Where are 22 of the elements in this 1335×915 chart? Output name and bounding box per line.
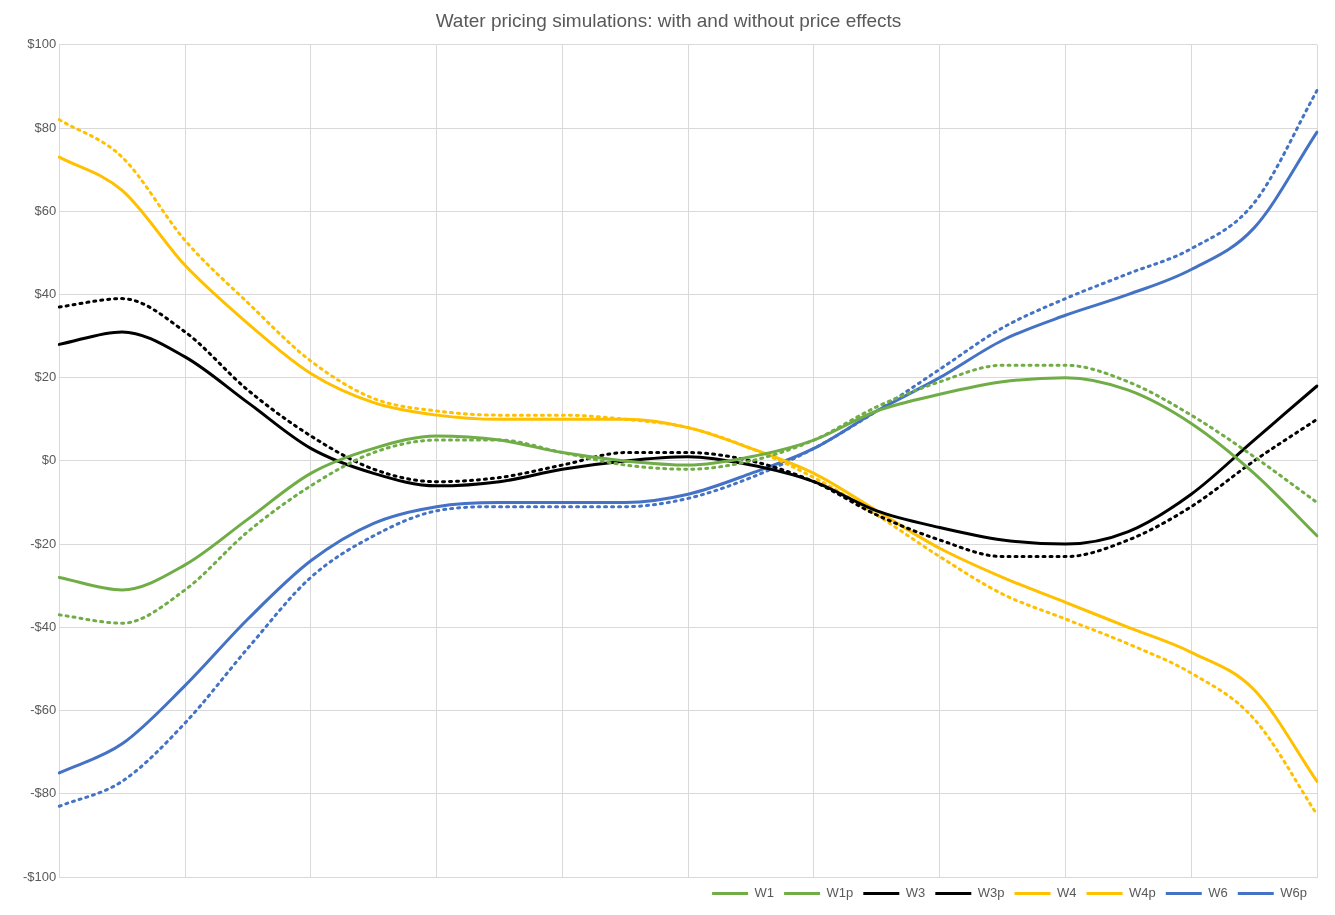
- y-tick-label: -$40: [30, 618, 57, 634]
- y-tick-label: -$80: [30, 785, 57, 801]
- legend-label: W1: [754, 885, 775, 901]
- y-tick-label: -$60: [30, 702, 57, 718]
- y-tick-label: $0: [41, 452, 57, 468]
- y-tick-label: $60: [34, 202, 57, 218]
- y-tick-label: $100: [27, 36, 57, 52]
- y-tick-label: $80: [34, 119, 57, 135]
- legend-label: W1p: [826, 885, 854, 901]
- legend-label: W6p: [1280, 885, 1307, 901]
- y-tick-label: $40: [34, 286, 57, 302]
- legend-label: W6: [1208, 885, 1228, 901]
- y-tick-label: -$20: [30, 535, 57, 551]
- legend-label: W4p: [1129, 885, 1156, 901]
- legend-label: W3: [905, 885, 926, 901]
- line-series: [57, 297, 1319, 559]
- chart-title: Water pricing simulations: with and without price effects: [435, 9, 902, 31]
- legend-label: W3p: [977, 885, 1005, 901]
- y-tick-label: -$100: [23, 868, 57, 884]
- y-tick-label: $20: [34, 369, 57, 385]
- line-series: [57, 363, 1319, 625]
- legend-label: W4: [1057, 885, 1077, 901]
